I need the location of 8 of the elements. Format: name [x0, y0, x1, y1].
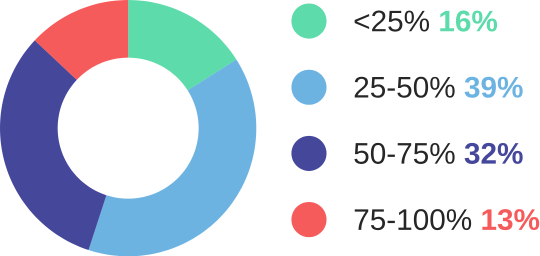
legend-label: 75-100% — [354, 208, 472, 230]
data-label: 13% — [482, 208, 540, 230]
data-label: 16% — [440, 10, 498, 32]
legend-label: <25% — [354, 10, 430, 32]
legend-label: 50-75% — [354, 142, 455, 164]
data-label: 32% — [464, 142, 523, 164]
legend-label: 25-50% — [354, 76, 455, 98]
data-label: 39% — [464, 76, 523, 98]
